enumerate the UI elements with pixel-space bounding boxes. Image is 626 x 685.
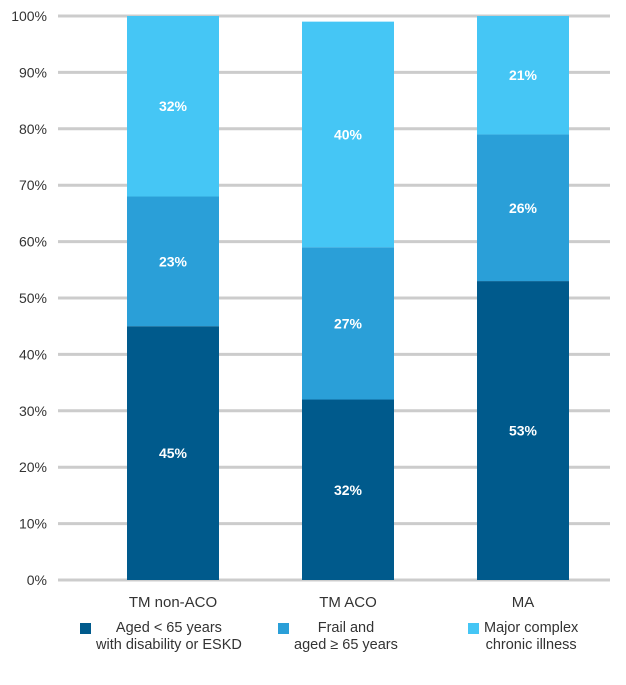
bar-segment xyxy=(127,326,219,580)
bar-segment xyxy=(127,196,219,327)
legend-swatch xyxy=(278,623,289,634)
bar-segment xyxy=(302,399,394,580)
y-tick-label: 100% xyxy=(11,8,47,24)
y-axis-ticks: 0% 10% 20% 30% 40% 50% 60% 70% 80% 90% 100% xyxy=(11,8,47,588)
y-tick-label: 40% xyxy=(19,346,47,362)
y-tick-label: 50% xyxy=(19,290,47,306)
x-category-label: MA xyxy=(512,594,535,610)
bar-segment xyxy=(477,134,569,282)
bar-segment xyxy=(477,16,569,135)
data-label: 26% xyxy=(509,200,538,216)
x-category-label: TM non-ACO xyxy=(129,594,217,610)
bar-segment xyxy=(302,247,394,400)
legend-swatch xyxy=(80,623,91,634)
legend-item-disability: Aged < 65 years with disability or ESKD xyxy=(80,620,242,654)
y-tick-label: 70% xyxy=(19,177,47,193)
y-tick-label: 10% xyxy=(19,516,47,532)
y-tick-label: 80% xyxy=(19,121,47,137)
legend-label: Aged < 65 years with disability or ESKD xyxy=(96,620,242,653)
data-label: 40% xyxy=(334,126,363,142)
bars xyxy=(127,16,569,580)
x-category-label: TM ACO xyxy=(319,594,377,610)
data-labels: 45% 23% 32% 32% 27% 40% 53% 26% 21% xyxy=(159,67,538,498)
y-tick-label: 20% xyxy=(19,459,47,475)
data-label: 23% xyxy=(159,253,188,269)
x-axis-categories: TM non-ACO TM ACO MA xyxy=(129,594,534,610)
data-label: 32% xyxy=(159,98,188,114)
data-label: 45% xyxy=(159,445,188,461)
data-label: 32% xyxy=(334,482,363,498)
y-tick-label: 90% xyxy=(19,64,47,80)
data-label: 27% xyxy=(334,315,363,331)
bar-segment xyxy=(127,16,219,197)
data-label: 53% xyxy=(509,423,538,439)
legend-swatch xyxy=(468,623,479,634)
y-tick-label: 30% xyxy=(19,403,47,419)
legend-label: Major complex chronic illness xyxy=(484,620,579,653)
stacked-bar-chart: 0% 10% 20% 30% 40% 50% 60% 70% 80% 90% 100% 45% 23%… xyxy=(11,8,610,610)
bar-segment xyxy=(302,21,394,248)
bar-segment xyxy=(477,281,569,580)
y-tick-label: 0% xyxy=(27,572,47,588)
legend: Aged < 65 years with disability or ESKD … xyxy=(80,620,620,680)
legend-label: Frail and aged ≥ 65 years xyxy=(294,620,398,653)
data-label: 21% xyxy=(509,67,538,83)
legend-item-frail: Frail and aged ≥ 65 years xyxy=(278,620,398,654)
y-tick-label: 60% xyxy=(19,234,47,250)
legend-item-chronic: Major complex chronic illness xyxy=(468,620,578,654)
